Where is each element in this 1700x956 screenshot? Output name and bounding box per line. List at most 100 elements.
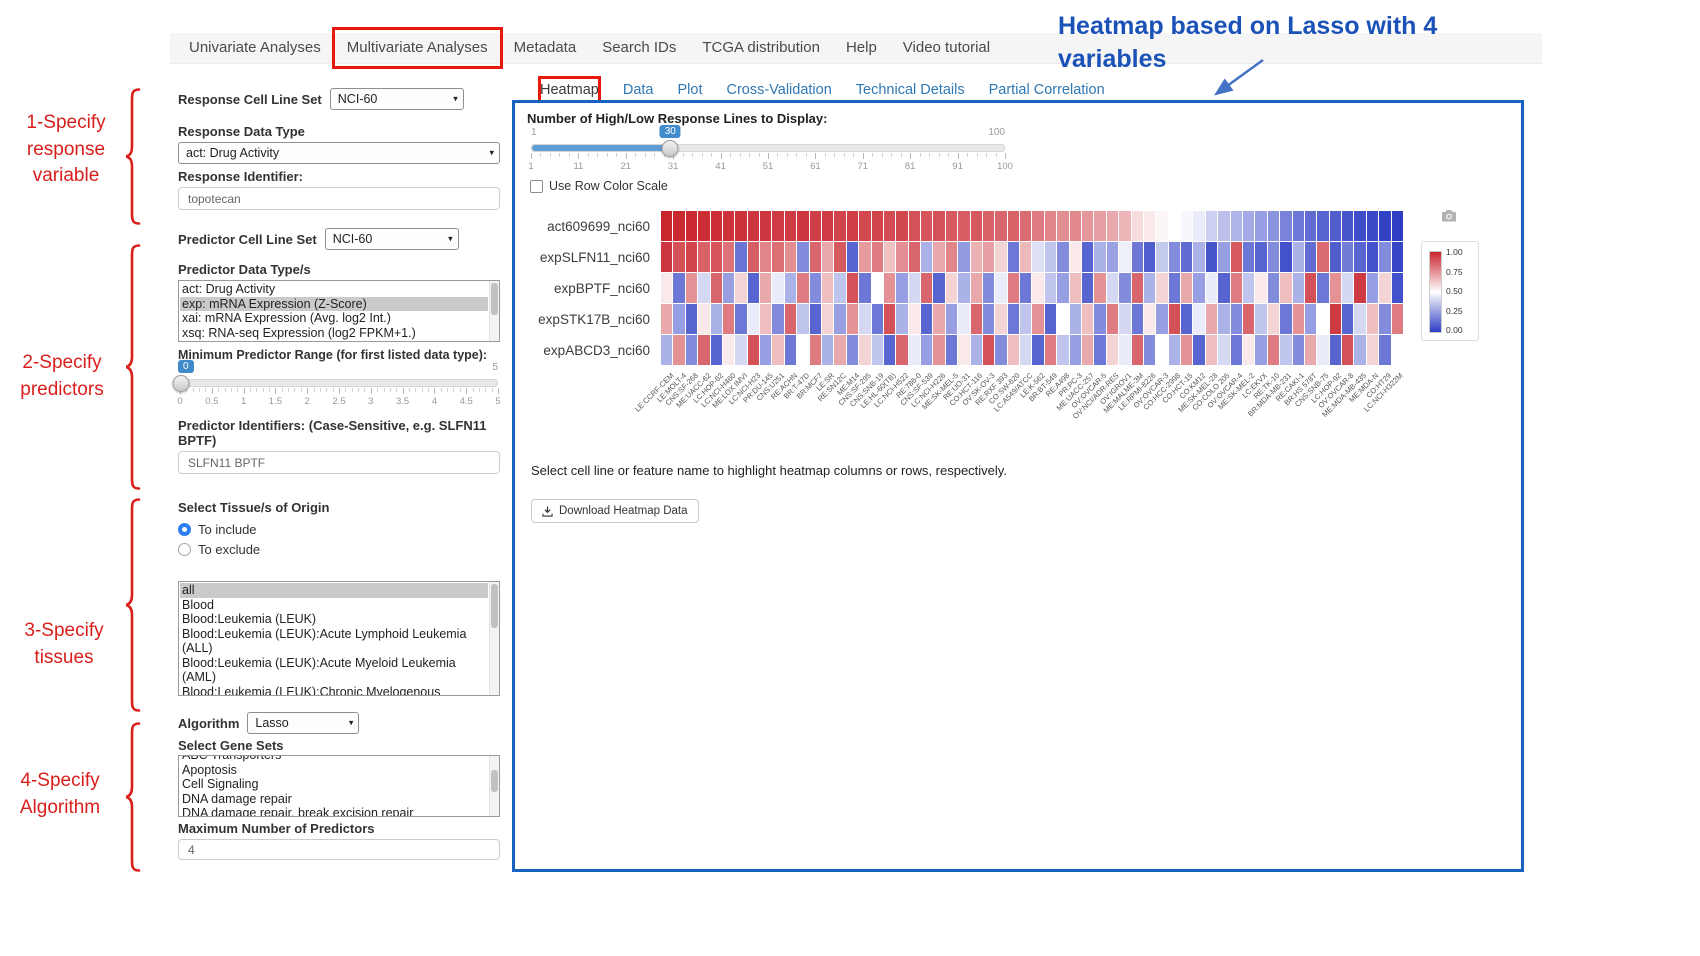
slider-grid: 1 11 21 31 41 51 61 71 81 91 100 (528, 153, 1013, 175)
list-option[interactable]: DNA damage repair, break excision repair (182, 806, 414, 817)
nav-tab-tcga-distribution[interactable]: TCGA distribution (702, 39, 820, 56)
tissue-exclude-radio[interactable]: To exclude (178, 539, 500, 559)
slider-handle[interactable] (661, 140, 679, 157)
heatmap-cell (995, 242, 1007, 272)
predictor-data-types-list[interactable]: act: Drug Activity exp: mRNA Expression (… (178, 280, 500, 342)
radio-unselected-icon[interactable] (178, 542, 191, 556)
scrollbar-thumb[interactable] (491, 283, 498, 315)
slider-track[interactable]: 30 (531, 125, 1005, 157)
slider-minor-tick (218, 388, 220, 392)
list-option[interactable]: ABC Transporters (182, 755, 282, 762)
heatmap-cell (1255, 211, 1267, 241)
nav-tab-help[interactable]: Help (845, 39, 877, 56)
slider-minor-tick (224, 388, 226, 392)
nav-tab-metadata[interactable]: Metadata (513, 39, 577, 56)
list-option[interactable]: Blood:Leukemia (LEUK) (182, 612, 317, 626)
slider-minor-tick (485, 388, 487, 392)
nav-tab-search-ids[interactable]: Search IDs (602, 39, 677, 56)
heatmap-cell (1255, 304, 1267, 334)
heatmap-cell (1230, 242, 1243, 272)
min-predictor-range-slider[interactable]: 05000.511.522.533.544.55 (172, 360, 501, 414)
heatmap-cell (1292, 335, 1304, 365)
slider-track[interactable]: 0 (172, 360, 498, 392)
list-option[interactable]: xsq: RNA-seq Expression (log2 FPKM+1.) (182, 325, 416, 340)
list-option[interactable]: Blood (182, 597, 214, 612)
list-option[interactable]: Cell Signaling (182, 777, 259, 791)
slider-minor-tick (262, 388, 264, 392)
heatmap-row-label[interactable]: expABCD3_nci60 (543, 343, 650, 358)
list-option[interactable]: all (180, 583, 488, 598)
list-option[interactable]: Blood:Leukemia (LEUK):Acute Lymphoid Leu… (182, 626, 467, 656)
slider-minor-tick (597, 153, 599, 157)
response-identifier-input[interactable] (178, 187, 500, 210)
main-tab-data[interactable]: Data (622, 82, 654, 98)
scrollbar-thumb[interactable] (491, 584, 498, 628)
heatmap-cell (685, 304, 698, 334)
slider-handle[interactable] (172, 375, 190, 392)
heatmap-cell (921, 242, 933, 272)
heatmap-cell (661, 242, 673, 272)
legend-tick-label: 0.25 (1446, 305, 1463, 316)
heatmap-cell (772, 242, 784, 272)
list-option[interactable]: Blood:Leukemia (LEUK):Chronic Myelogenou… (182, 684, 441, 696)
list-option[interactable]: xai: mRNA Expression (Avg. log2 Int.) (182, 311, 391, 325)
heatmap-cell (1094, 242, 1106, 272)
heatmap-cell (1354, 211, 1366, 241)
slider-minor-tick (796, 153, 798, 157)
scrollbar[interactable] (489, 582, 499, 695)
predictor-cell-line-set-select[interactable]: NCI-60 ▾ (324, 228, 459, 250)
row-color-scale-checkbox-row[interactable]: Use Row Color Scale (530, 179, 668, 193)
list-option[interactable]: act: Drug Activity (182, 282, 276, 296)
heatmap-row-label[interactable]: expSLFN11_nci60 (539, 250, 650, 265)
heatmap-cell (1094, 304, 1106, 334)
heatmap-row-label[interactable]: expBPTF_nci60 (553, 281, 650, 296)
heatmap-cell (1304, 242, 1317, 272)
slider-tick-label: 31 (667, 161, 679, 172)
list-option[interactable]: Blood:Leukemia (LEUK):Acute Myeloid Leuk… (182, 655, 456, 685)
camera-icon[interactable] (1440, 209, 1458, 227)
list-option[interactable]: DNA damage repair (182, 791, 292, 806)
response-cell-line-set-select[interactable]: NCI-60 ▾ (329, 88, 464, 110)
radio-selected-icon[interactable] (178, 522, 191, 536)
download-heatmap-button[interactable]: Download Heatmap Data (531, 499, 699, 523)
heatmap-cell (735, 273, 747, 303)
heatmap-cell (698, 211, 710, 241)
heatmap-cell (1379, 211, 1391, 241)
scrollbar[interactable] (489, 281, 499, 341)
heatmap-cell (1267, 211, 1280, 241)
max-predictors-input[interactable] (178, 839, 500, 860)
nav-tab-univariate-analyses[interactable]: Univariate Analyses (189, 39, 321, 56)
main-tab-cross-validation[interactable]: Cross-Validation (726, 82, 832, 98)
main-tab-partial-correlation[interactable]: Partial Correlation (988, 82, 1105, 98)
main-tab-technical-details[interactable]: Technical Details (855, 82, 965, 98)
main-tab-heatmap[interactable]: Heatmap (538, 76, 601, 104)
slider-tick-label: 3 (368, 396, 374, 407)
scrollbar-thumb[interactable] (491, 770, 498, 792)
slider-minor-tick (249, 388, 251, 392)
tissue-include-radio[interactable]: To include (178, 519, 500, 539)
heatmap-cell (1181, 242, 1193, 272)
slider-tick (625, 153, 627, 159)
slider-tick (1005, 153, 1006, 159)
gene-sets-list[interactable]: ABC Transporters Apoptosis Cell Signaling D… (178, 755, 500, 817)
scrollbar[interactable] (489, 756, 499, 816)
tissue-origin-list[interactable]: all Blood Blood:Leukemia (LEUK) Blood:Leuke… (178, 581, 500, 696)
slider-minor-tick (237, 388, 239, 392)
nav-tab-multivariate-analyses[interactable]: Multivariate Analyses (331, 27, 503, 69)
heatmap-cell (1069, 242, 1082, 272)
list-option[interactable]: exp: mRNA Expression (Z-Score) (180, 296, 488, 311)
heatmap-cell (1156, 335, 1168, 365)
nav-tab-video-tutorial[interactable]: Video tutorial (902, 39, 991, 56)
response-data-type-select[interactable]: act: Drug Activity ▾ (178, 142, 500, 164)
heatmap-cell (1304, 304, 1317, 334)
predictor-identifiers-input[interactable] (178, 451, 500, 474)
heatmap-cell (760, 304, 772, 334)
list-option[interactable]: Apoptosis (182, 762, 237, 777)
algorithm-select[interactable]: Lasso ▾ (247, 712, 360, 734)
heatmap-cell (871, 304, 883, 334)
checkbox-unchecked-icon[interactable] (530, 179, 543, 193)
display-count-slider[interactable]: 1 100 30 1 11 21 31 41 51 61 71 81 91 100 (528, 125, 1013, 185)
heatmap-row-label[interactable]: act609699_nci60 (547, 219, 650, 234)
heatmap-row-label[interactable]: expSTK17B_nci60 (538, 312, 650, 327)
main-tab-plot[interactable]: Plot (677, 82, 703, 98)
